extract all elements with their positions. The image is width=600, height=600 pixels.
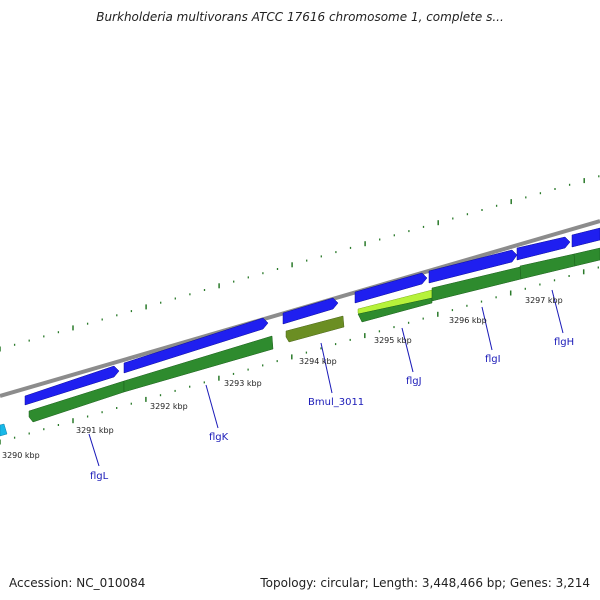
leader-line <box>88 433 100 467</box>
cds-feature[interactable] <box>519 253 576 280</box>
leader-line <box>320 342 333 394</box>
cds-feature[interactable] <box>123 335 274 393</box>
gene-feature[interactable] <box>123 317 269 374</box>
cds-feature[interactable] <box>357 297 433 323</box>
forward-genes <box>24 227 600 406</box>
kbp-labels: 3290 kbp 3291 kbp 3292 kbp 3293 kbp 3294… <box>2 296 563 460</box>
gene-labels: flgL flgK Bmul_3011 flgJ flgI flgH <box>90 337 574 482</box>
gene-label-flgH[interactable]: flgH <box>554 337 574 348</box>
cds-features <box>0 247 600 437</box>
tick-marks <box>0 175 600 445</box>
leader-line <box>205 384 219 429</box>
kbp-label: 3297 kbp <box>525 296 563 305</box>
cds-feature[interactable] <box>573 247 600 267</box>
gene-label-flgI[interactable]: flgI <box>485 354 501 365</box>
gene-feature[interactable] <box>516 236 571 261</box>
gene-feature[interactable] <box>282 297 339 325</box>
leader-line <box>481 306 493 351</box>
gene-label-flgJ[interactable]: flgJ <box>406 376 422 387</box>
label-leader-lines <box>88 289 564 467</box>
kbp-label: 3295 kbp <box>374 336 412 345</box>
kbp-label: 3296 kbp <box>449 316 487 325</box>
leader-line <box>551 289 564 334</box>
gene-feature[interactable] <box>24 365 120 406</box>
leader-line <box>401 327 414 373</box>
cds-feature[interactable] <box>0 423 8 437</box>
gene-feature[interactable] <box>354 272 428 304</box>
kbp-label: 3291 kbp <box>76 426 114 435</box>
gene-label-flgL[interactable]: flgL <box>90 471 109 482</box>
kbp-label: 3293 kbp <box>224 379 262 388</box>
kbp-label: 3290 kbp <box>2 451 40 460</box>
kbp-label: 3292 kbp <box>150 402 188 411</box>
topology-summary-text: Topology: circular; Length: 3,448,466 bp… <box>260 576 590 590</box>
gene-label-Bmul_3011[interactable]: Bmul_3011 <box>308 397 364 408</box>
gene-label-flgK[interactable]: flgK <box>209 432 229 443</box>
cds-feature[interactable] <box>285 315 345 343</box>
gene-feature[interactable] <box>428 249 518 284</box>
gene-feature[interactable] <box>571 227 600 248</box>
accession-text: Accession: NC_010084 <box>9 576 146 590</box>
cds-feature[interactable] <box>28 380 125 423</box>
kbp-label: 3294 kbp <box>299 357 337 366</box>
sequence-title: Burkholderia multivorans ATCC 17616 chro… <box>96 10 504 24</box>
